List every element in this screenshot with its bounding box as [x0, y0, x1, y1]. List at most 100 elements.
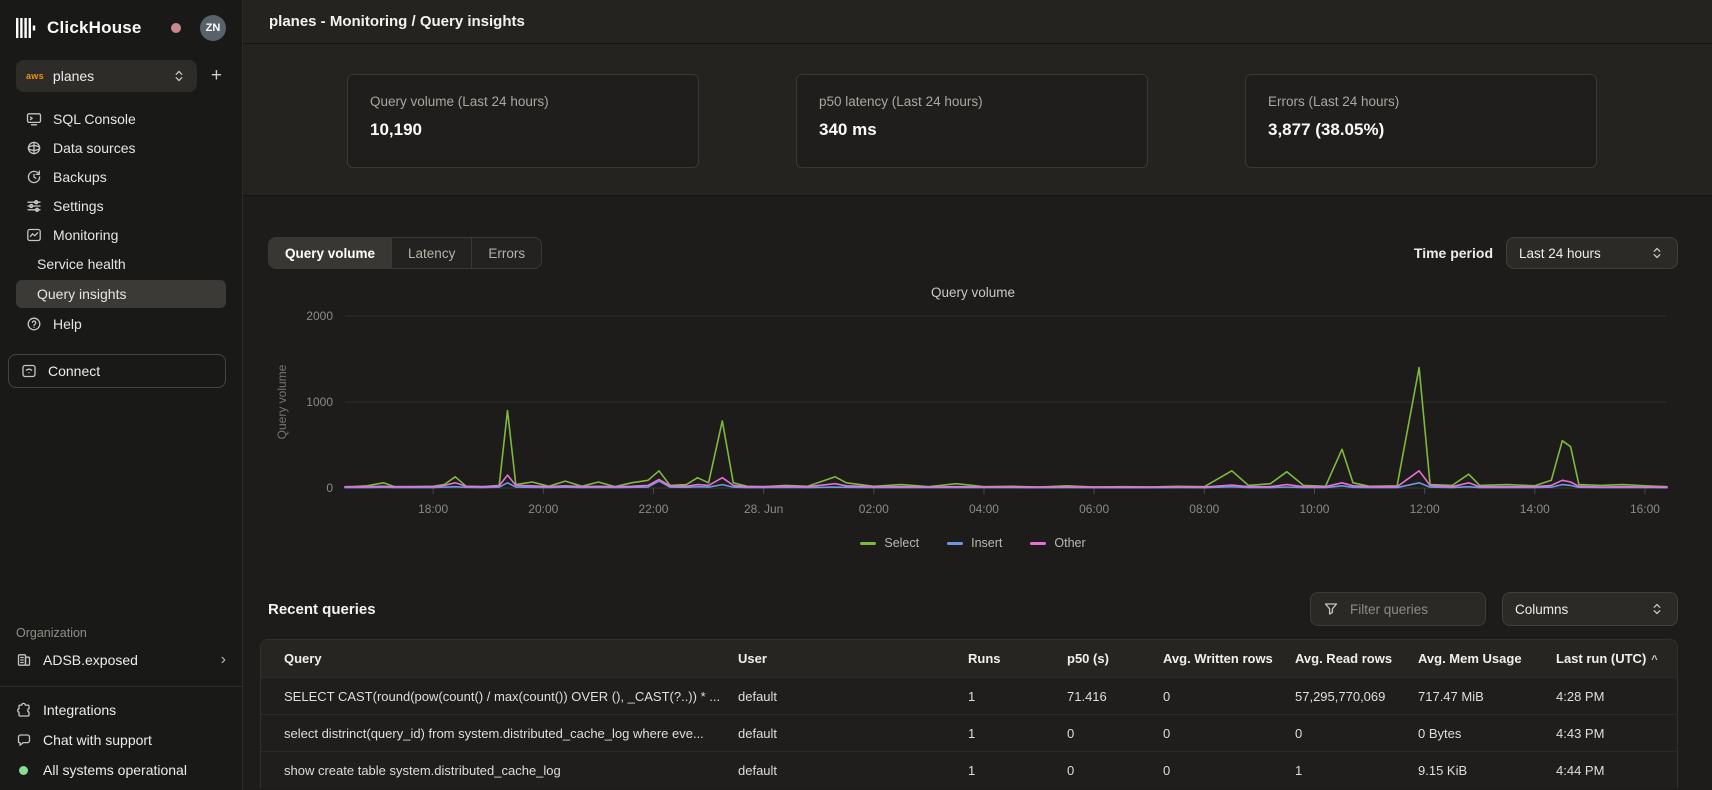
avg-read-cell: 57,295,770,069 — [1295, 689, 1418, 704]
svg-text:08:00: 08:00 — [1189, 502, 1219, 516]
chart-title: Query volume — [268, 285, 1678, 300]
sidebar-item-service-health[interactable]: Service health — [16, 250, 226, 278]
organization-switcher[interactable]: ADSB.exposed › — [0, 652, 242, 686]
organization-name: ADSB.exposed — [43, 652, 138, 668]
system-status-link[interactable]: All systems operational — [16, 762, 226, 778]
last-run-cell: 4:28 PM — [1556, 689, 1677, 704]
svg-text:0: 0 — [326, 481, 333, 495]
query-cell: show create table system.distributed_cac… — [284, 763, 738, 778]
table-row[interactable]: select distrinct(query_id) from system.d… — [261, 714, 1677, 751]
sidebar-nav: SQL Console Data sources Backups Setting… — [0, 92, 242, 338]
stat-value: 340 ms — [819, 120, 1125, 140]
column-header-user[interactable]: User — [738, 651, 968, 666]
add-service-button[interactable]: + — [207, 65, 226, 87]
chevron-right-icon: › — [221, 652, 226, 668]
svg-text:Query volume: Query volume — [275, 364, 289, 439]
help-icon — [26, 316, 42, 332]
sidebar-item-data-sources[interactable]: Data sources — [16, 133, 226, 162]
stat-label: Errors (Last 24 hours) — [1268, 94, 1574, 109]
sidebar-subitem-label: Query insights — [37, 286, 126, 302]
time-period-value: Last 24 hours — [1519, 246, 1601, 261]
service-name: planes — [53, 68, 162, 84]
sidebar-subitem-label: Service health — [37, 256, 126, 272]
sidebar-item-backups[interactable]: Backups — [16, 162, 226, 191]
legend-item-insert[interactable]: Insert — [947, 536, 1002, 550]
stat-card-query-volume: Query volume (Last 24 hours) 10,190 — [347, 74, 699, 168]
table-row[interactable]: show create table system.distributed_cac… — [261, 751, 1677, 788]
status-label: All systems operational — [43, 762, 187, 778]
sidebar-item-help[interactable]: Help — [16, 309, 226, 338]
time-period-select[interactable]: Last 24 hours — [1506, 237, 1678, 269]
column-header-avg-written-rows[interactable]: Avg. Written rows — [1163, 651, 1295, 666]
tab-query-volume[interactable]: Query volume — [269, 238, 391, 268]
p50-cell: 0 — [1067, 763, 1163, 778]
avg-written-cell: 0 — [1163, 726, 1295, 741]
query-volume-chart: 01000200018:0020:0022:0028. Jun02:0004:0… — [268, 304, 1672, 534]
sidebar-item-label: Settings — [53, 198, 104, 214]
presence-dot — [171, 23, 181, 33]
sidebar-item-label: Monitoring — [53, 227, 118, 243]
time-period-label: Time period — [1414, 245, 1493, 261]
column-header-query[interactable]: Query — [284, 651, 738, 666]
svg-text:04:00: 04:00 — [969, 502, 999, 516]
legend-swatch-icon — [1030, 542, 1046, 545]
table-header-row: QueryUserRunsp50 (s)Avg. Written rowsAvg… — [261, 640, 1677, 677]
query-cell: select distrinct(query_id) from system.d… — [284, 726, 738, 741]
service-selector[interactable]: aws planes — [16, 60, 197, 92]
svg-text:22:00: 22:00 — [638, 502, 668, 516]
svg-text:12:00: 12:00 — [1410, 502, 1440, 516]
column-header-avg-mem-usage[interactable]: Avg. Mem Usage — [1418, 651, 1556, 666]
avg-mem-cell: 0 Bytes — [1418, 726, 1556, 741]
filter-queries-input[interactable] — [1348, 601, 1473, 618]
chart-tabs: Query volume Latency Errors — [268, 237, 542, 269]
column-header-avg-read-rows[interactable]: Avg. Read rows — [1295, 651, 1418, 666]
footer-item-label: Chat with support — [43, 732, 152, 748]
backups-icon — [26, 169, 42, 185]
sidebar-item-settings[interactable]: Settings — [16, 191, 226, 220]
aws-provider-icon: aws — [26, 71, 44, 81]
user-cell: default — [738, 726, 968, 741]
stat-label: p50 latency (Last 24 hours) — [819, 94, 1125, 109]
chevron-up-down-icon — [1649, 601, 1665, 617]
sidebar-item-sql-console[interactable]: SQL Console — [16, 104, 226, 133]
last-run-cell: 4:44 PM — [1556, 763, 1677, 778]
svg-text:1000: 1000 — [306, 395, 333, 409]
stat-card-errors: Errors (Last 24 hours) 3,877 (38.05%) — [1245, 74, 1597, 168]
svg-text:18:00: 18:00 — [418, 502, 448, 516]
column-header-runs[interactable]: Runs — [968, 651, 1067, 666]
main-area: planes - Monitoring / Query insights Que… — [243, 0, 1712, 790]
connect-button[interactable]: Connect — [8, 354, 226, 388]
runs-cell: 1 — [968, 763, 1067, 778]
columns-select-label: Columns — [1515, 602, 1568, 617]
column-header-last-run-utc-[interactable]: Last run (UTC)^ — [1556, 651, 1677, 666]
p50-cell: 0 — [1067, 726, 1163, 741]
organization-section-label: Organization — [0, 626, 242, 640]
sidebar-item-query-insights[interactable]: Query insights — [16, 280, 226, 308]
sidebar: ClickHouse ZN aws planes + SQL Console D… — [0, 0, 243, 790]
sort-asc-caret-icon: ^ — [1651, 654, 1657, 666]
brand-name: ClickHouse — [47, 18, 142, 38]
table-row[interactable]: SELECT CAST(round(pow(count() / max(coun… — [261, 677, 1677, 714]
sidebar-item-monitoring[interactable]: Monitoring — [16, 220, 226, 249]
columns-select[interactable]: Columns — [1502, 592, 1678, 626]
avg-written-cell: 0 — [1163, 689, 1295, 704]
sidebar-item-integrations[interactable]: Integrations — [16, 702, 226, 718]
tab-errors[interactable]: Errors — [471, 238, 541, 268]
user-avatar[interactable]: ZN — [200, 15, 226, 41]
logo-row: ClickHouse ZN — [0, 0, 242, 42]
svg-text:2000: 2000 — [306, 309, 333, 323]
legend-swatch-icon — [860, 542, 876, 545]
integrations-puzzle-icon — [16, 702, 32, 718]
column-header-p50-s-[interactable]: p50 (s) — [1067, 651, 1163, 666]
connect-button-label: Connect — [48, 363, 100, 379]
tab-latency[interactable]: Latency — [391, 238, 471, 268]
sidebar-item-label: Data sources — [53, 140, 135, 156]
chevron-up-down-icon — [1649, 245, 1665, 261]
topbar: planes - Monitoring / Query insights — [243, 0, 1712, 44]
legend-item-other[interactable]: Other — [1030, 536, 1085, 550]
stat-value: 10,190 — [370, 120, 676, 140]
legend-item-select[interactable]: Select — [860, 536, 919, 550]
clickhouse-logo-icon — [16, 18, 38, 38]
sidebar-item-chat-support[interactable]: Chat with support — [16, 732, 226, 748]
stats-band: Query volume (Last 24 hours) 10,190 p50 … — [243, 44, 1712, 196]
